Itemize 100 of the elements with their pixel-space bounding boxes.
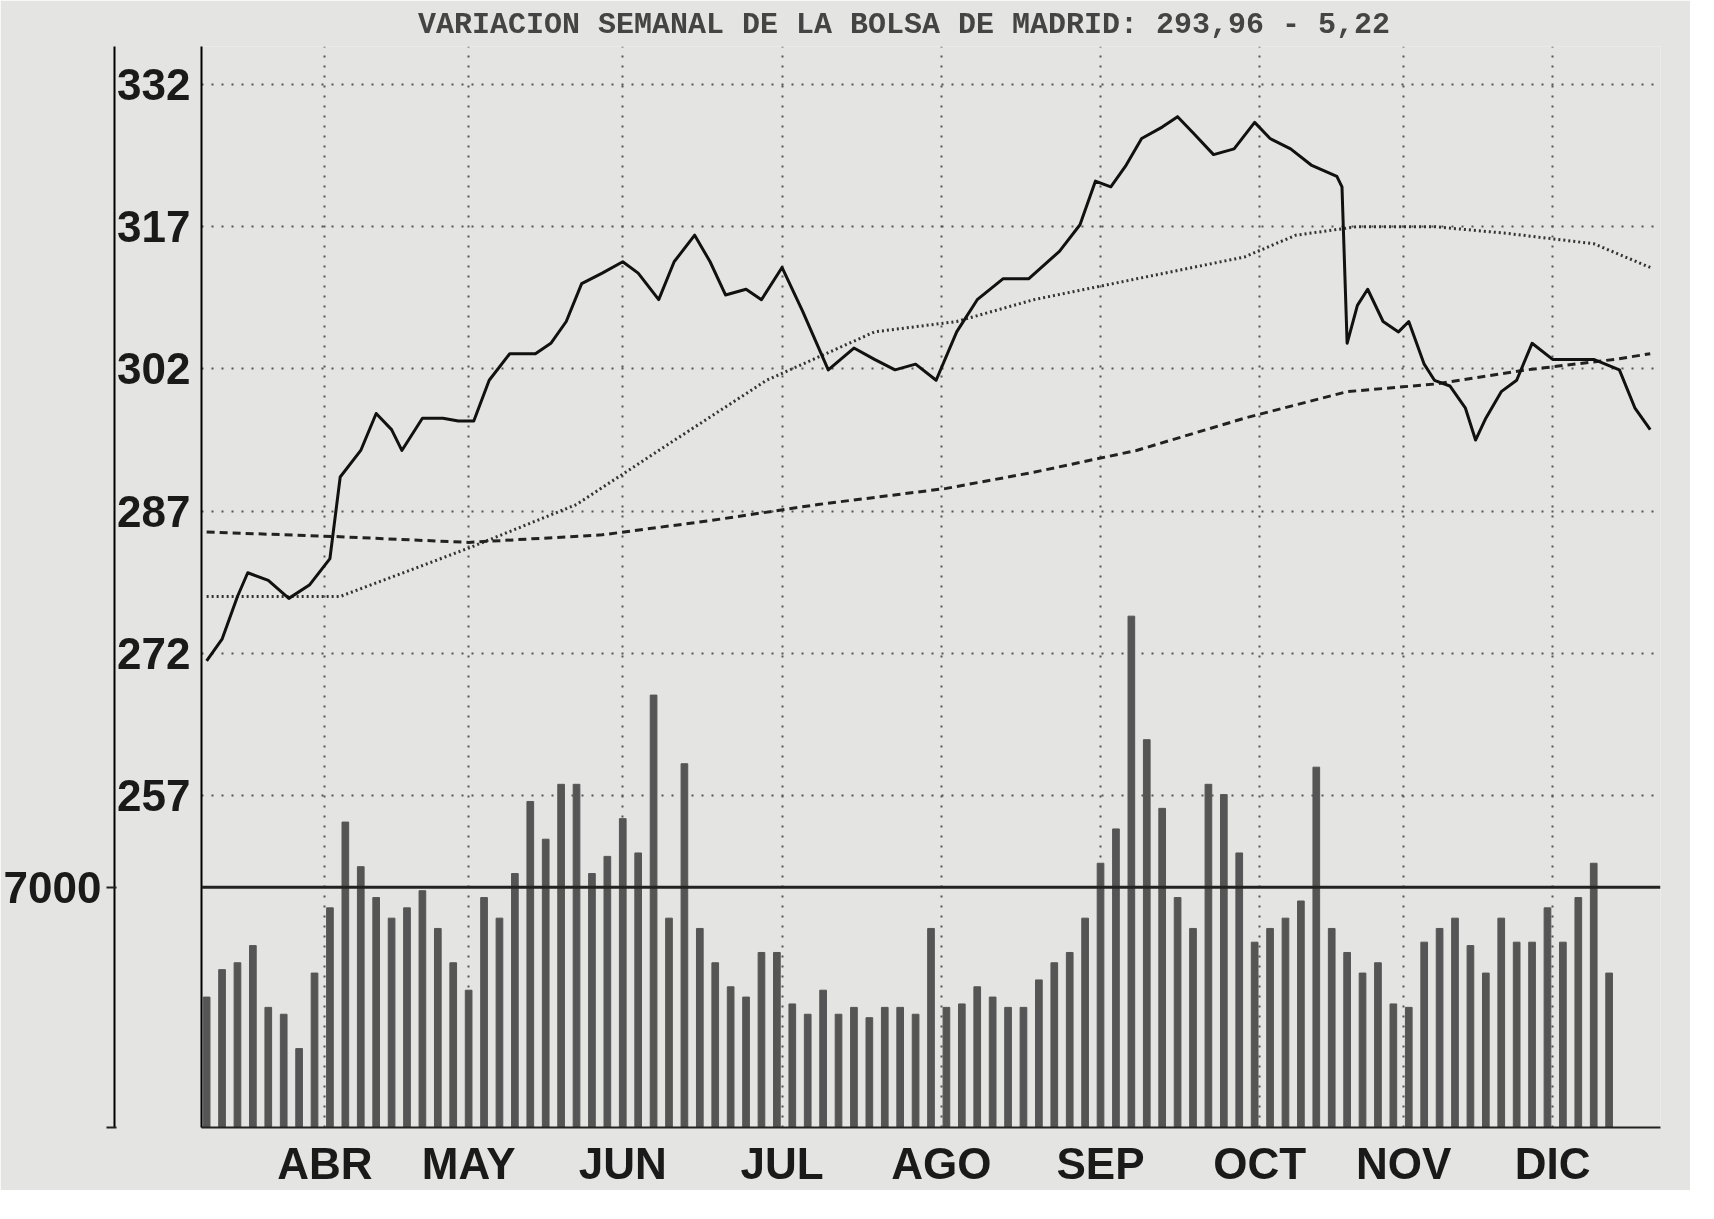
bar bbox=[433, 927, 442, 1128]
x-tick-label: MAY bbox=[421, 1138, 516, 1188]
bar bbox=[341, 821, 350, 1128]
bar bbox=[865, 1017, 874, 1128]
bar bbox=[541, 838, 550, 1128]
line-series bbox=[205, 352, 1652, 544]
bar bbox=[1219, 794, 1228, 1128]
bar bbox=[1019, 1006, 1028, 1128]
bar bbox=[1605, 972, 1613, 1128]
y2-tick-label: 7000 bbox=[3, 862, 102, 912]
bar bbox=[1096, 862, 1105, 1128]
bar bbox=[480, 897, 488, 1128]
x-tick-label: SEP bbox=[1056, 1138, 1145, 1188]
bar bbox=[1420, 941, 1429, 1128]
x-tick-label: ABR bbox=[277, 1138, 373, 1188]
bar bbox=[680, 763, 689, 1128]
bar bbox=[387, 917, 396, 1128]
bar bbox=[264, 1006, 273, 1128]
bar bbox=[1389, 1003, 1398, 1128]
bar bbox=[372, 897, 381, 1128]
bar bbox=[742, 996, 750, 1128]
bar bbox=[711, 962, 720, 1128]
bar bbox=[927, 927, 935, 1128]
bar bbox=[788, 1003, 797, 1128]
bar bbox=[1081, 917, 1089, 1128]
bar bbox=[1451, 917, 1459, 1128]
bar bbox=[1235, 852, 1244, 1128]
x-tick-label: JUN bbox=[578, 1138, 667, 1188]
bar bbox=[557, 783, 565, 1128]
bar bbox=[1297, 900, 1305, 1128]
bar bbox=[218, 969, 226, 1128]
bar bbox=[1358, 972, 1367, 1128]
x-tick-label: OCT bbox=[1213, 1138, 1307, 1188]
bar bbox=[603, 855, 612, 1128]
bar bbox=[973, 986, 982, 1128]
bar bbox=[1343, 951, 1351, 1128]
bar bbox=[526, 800, 535, 1128]
bar bbox=[449, 962, 458, 1128]
x-tick-label: AGO bbox=[891, 1138, 992, 1188]
bar bbox=[634, 852, 643, 1128]
bar bbox=[310, 972, 319, 1128]
bar bbox=[1266, 927, 1274, 1128]
x-tick-label: DIC bbox=[1514, 1138, 1591, 1188]
bar bbox=[880, 1006, 889, 1128]
bar bbox=[464, 989, 473, 1128]
bar bbox=[988, 996, 997, 1128]
bar bbox=[850, 1006, 858, 1128]
bar bbox=[511, 873, 519, 1128]
bar bbox=[1312, 766, 1321, 1128]
y-tick-label: 272 bbox=[117, 628, 191, 678]
line-series bbox=[205, 115, 1652, 663]
bar bbox=[911, 1013, 920, 1128]
bar bbox=[803, 1013, 812, 1128]
bar bbox=[957, 1003, 966, 1128]
line-series bbox=[205, 225, 1652, 598]
bar bbox=[495, 917, 504, 1128]
bar bbox=[1173, 897, 1182, 1128]
bar bbox=[1035, 979, 1043, 1128]
bar bbox=[1374, 962, 1382, 1128]
bar bbox=[1574, 897, 1583, 1128]
bar bbox=[1466, 945, 1475, 1128]
bar bbox=[665, 917, 673, 1128]
bar bbox=[649, 694, 658, 1128]
bar bbox=[356, 866, 365, 1128]
bar bbox=[1281, 917, 1290, 1128]
y-tick-label: 257 bbox=[117, 771, 191, 821]
bar bbox=[1112, 828, 1120, 1128]
bar bbox=[1497, 917, 1506, 1128]
bar bbox=[695, 927, 704, 1128]
bar bbox=[1512, 941, 1521, 1128]
bar bbox=[1481, 972, 1490, 1128]
bar bbox=[588, 873, 596, 1128]
bar bbox=[403, 907, 411, 1128]
bar bbox=[1065, 951, 1074, 1128]
bar bbox=[418, 890, 427, 1128]
y-tick-label: 317 bbox=[117, 202, 191, 252]
bar bbox=[1158, 807, 1167, 1128]
chart-title: VARIACION SEMANAL DE LA BOLSA DE MADRID: 293,96 - 5,22 bbox=[417, 7, 1391, 42]
bar bbox=[1327, 927, 1336, 1128]
bar bbox=[1559, 941, 1567, 1128]
bar bbox=[1528, 941, 1536, 1128]
x-tick-label: JUL bbox=[740, 1138, 824, 1188]
bar bbox=[1189, 927, 1197, 1128]
bar bbox=[1589, 862, 1598, 1128]
bar bbox=[279, 1013, 288, 1128]
y-tick-label: 302 bbox=[117, 344, 191, 394]
bar bbox=[1435, 927, 1444, 1128]
bar bbox=[1050, 962, 1059, 1128]
bar bbox=[233, 962, 242, 1128]
y-tick-label: 287 bbox=[117, 486, 191, 536]
bar bbox=[1127, 615, 1136, 1128]
bar bbox=[726, 986, 735, 1128]
bar bbox=[1004, 1006, 1012, 1128]
y-tick-label: 332 bbox=[117, 59, 191, 109]
bar bbox=[819, 989, 827, 1128]
bar bbox=[295, 1048, 303, 1128]
bar bbox=[896, 1006, 905, 1128]
bar bbox=[249, 945, 257, 1128]
bar bbox=[834, 1013, 843, 1128]
bar bbox=[202, 996, 211, 1128]
